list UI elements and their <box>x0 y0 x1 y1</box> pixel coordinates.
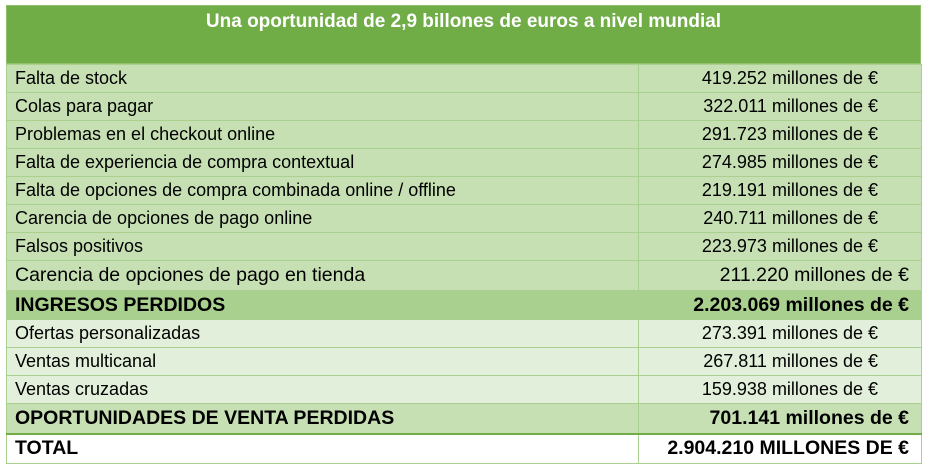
row-value: 223.973 millones de € <box>638 232 922 261</box>
row-value: 267.811 millones de € <box>638 347 922 376</box>
table-row: Colas para pagar 322.011 millones de € <box>6 92 922 121</box>
table-title: Una oportunidad de 2,9 billones de euros… <box>6 5 921 64</box>
row-label: Falta de experiencia de compra contextua… <box>6 148 639 177</box>
table-row: Falsos positivos 223.973 millones de € <box>6 232 922 261</box>
subtotal-label: OPORTUNIDADES DE VENTA PERDIDAS <box>6 403 639 434</box>
table-row: Falta de stock 419.252 millones de € <box>6 64 922 93</box>
row-label: Falta de opciones de compra combinada on… <box>6 176 639 205</box>
total-label: TOTAL <box>6 432 639 464</box>
total-value: 2.904.210 MILLONES DE € <box>638 432 922 464</box>
subtotal-label: INGRESOS PERDIDOS <box>6 290 639 320</box>
subtotal-row-lost-revenue: INGRESOS PERDIDOS 2.203.069 millones de … <box>6 290 922 320</box>
total-row: TOTAL 2.904.210 MILLONES DE € <box>6 432 922 464</box>
row-value: 322.011 millones de € <box>638 92 922 121</box>
row-value: 240.711 millones de € <box>638 204 922 233</box>
table-row: Ofertas personalizadas 273.391 millones … <box>6 319 922 348</box>
row-label: Carencia de opciones de pago en tienda <box>6 260 639 291</box>
subtotal-row-lost-sales: OPORTUNIDADES DE VENTA PERDIDAS 701.141 … <box>6 403 922 434</box>
table-row: Carencia de opciones de pago online 240.… <box>6 204 922 233</box>
row-label: Ventas multicanal <box>6 347 639 376</box>
row-label: Carencia de opciones de pago online <box>6 204 639 233</box>
table-row: Ventas cruzadas 159.938 millones de € <box>6 375 922 404</box>
table-row: Ventas multicanal 267.811 millones de € <box>6 347 922 376</box>
row-value: 273.391 millones de € <box>638 319 922 348</box>
table-row: Carencia de opciones de pago en tienda 2… <box>6 260 922 291</box>
row-value: 291.723 millones de € <box>638 120 922 149</box>
subtotal-value: 2.203.069 millones de € <box>638 290 922 320</box>
row-value: 419.252 millones de € <box>638 64 922 93</box>
row-value: 219.191 millones de € <box>638 176 922 205</box>
row-label: Falsos positivos <box>6 232 639 261</box>
row-label: Colas para pagar <box>6 92 639 121</box>
opportunity-table-sheet: Una oportunidad de 2,9 billones de euros… <box>6 5 922 464</box>
row-label: Ofertas personalizadas <box>6 319 639 348</box>
table-row: Falta de opciones de compra combinada on… <box>6 176 922 205</box>
row-value: 159.938 millones de € <box>638 375 922 404</box>
table-row: Problemas en el checkout online 291.723 … <box>6 120 922 149</box>
row-value: 274.985 millones de € <box>638 148 922 177</box>
subtotal-value: 701.141 millones de € <box>638 403 922 434</box>
row-label: Ventas cruzadas <box>6 375 639 404</box>
table-row: Falta de experiencia de compra contextua… <box>6 148 922 177</box>
row-label: Falta de stock <box>6 64 639 93</box>
row-value: 211.220 millones de € <box>638 260 922 291</box>
opportunity-table: Falta de stock 419.252 millones de € Col… <box>6 64 922 464</box>
row-label: Problemas en el checkout online <box>6 120 639 149</box>
